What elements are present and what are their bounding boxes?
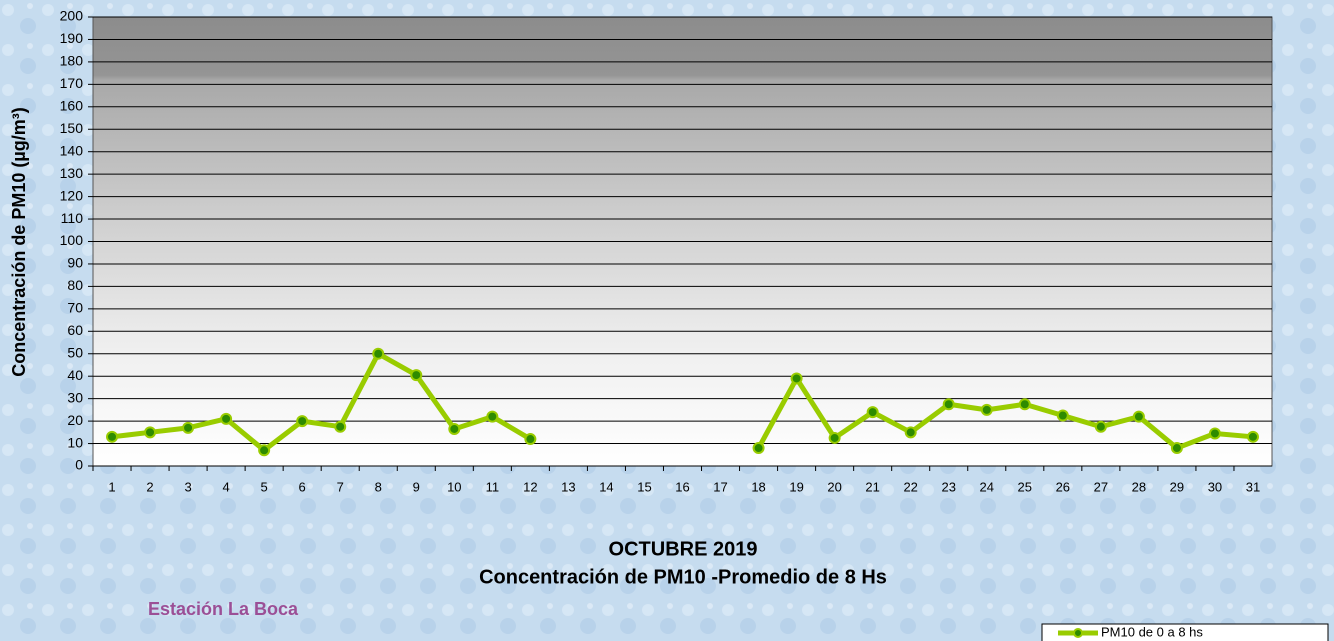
legend-label: PM10 de 0 a 8 hs bbox=[1101, 624, 1203, 639]
x-tick-label: 8 bbox=[375, 479, 382, 494]
data-point bbox=[297, 416, 307, 426]
data-point bbox=[868, 407, 878, 417]
data-point bbox=[487, 412, 497, 422]
y-tick-label: 110 bbox=[61, 210, 84, 226]
x-tick-label: 12 bbox=[523, 479, 537, 494]
x-tick-label: 27 bbox=[1094, 479, 1108, 494]
x-tick-label: 21 bbox=[865, 479, 879, 494]
y-tick-label: 0 bbox=[75, 457, 83, 473]
y-tick-label: 190 bbox=[60, 30, 84, 46]
x-tick-label: 25 bbox=[1018, 479, 1032, 494]
y-tick-label: 200 bbox=[60, 8, 84, 24]
x-tick-label: 29 bbox=[1170, 479, 1184, 494]
x-tick-label: 9 bbox=[413, 479, 420, 494]
x-tick-label: 22 bbox=[903, 479, 917, 494]
data-point bbox=[373, 349, 383, 359]
station-label: Estación La Boca bbox=[148, 599, 299, 619]
y-tick-label: 50 bbox=[67, 344, 83, 360]
chart: Concentración de PM10 (µg/m³) OCTUBRE 20… bbox=[0, 0, 1334, 641]
data-point bbox=[1058, 410, 1068, 420]
y-tick-label: 160 bbox=[60, 98, 84, 114]
y-axis-label: Concentración de PM10 (µg/m³) bbox=[9, 107, 29, 376]
data-point bbox=[145, 427, 155, 437]
y-tick-label: 170 bbox=[60, 75, 84, 91]
chart-title: OCTUBRE 2019 bbox=[609, 538, 758, 560]
x-tick-label: 3 bbox=[184, 479, 191, 494]
y-tick-label: 70 bbox=[67, 300, 83, 316]
data-point bbox=[449, 424, 459, 434]
x-tick-label: 18 bbox=[751, 479, 765, 494]
data-point bbox=[411, 370, 421, 380]
x-tick-label: 28 bbox=[1132, 479, 1146, 494]
x-tick-label: 30 bbox=[1208, 479, 1222, 494]
y-tick-label: 130 bbox=[60, 165, 84, 181]
data-point bbox=[221, 414, 231, 424]
x-tick-label: 13 bbox=[561, 479, 575, 494]
data-point bbox=[754, 443, 764, 453]
data-point bbox=[1248, 432, 1258, 442]
data-point bbox=[259, 445, 269, 455]
data-point bbox=[982, 405, 992, 415]
chart-subtitle: Concentración de PM10 -Promedio de 8 Hs bbox=[479, 566, 887, 588]
data-point bbox=[1210, 428, 1220, 438]
legend-marker bbox=[1074, 629, 1082, 637]
x-tick-label: 1 bbox=[108, 479, 115, 494]
data-point bbox=[1096, 422, 1106, 432]
x-tick-label: 31 bbox=[1246, 479, 1260, 494]
y-tick-label: 150 bbox=[60, 120, 84, 136]
y-tick-label: 140 bbox=[60, 142, 84, 158]
x-tick-label: 4 bbox=[222, 479, 229, 494]
x-tick-label: 15 bbox=[637, 479, 651, 494]
y-tick-label: 90 bbox=[67, 255, 83, 271]
x-tick-label: 5 bbox=[261, 479, 268, 494]
data-point bbox=[906, 427, 916, 437]
x-tick-label: 16 bbox=[675, 479, 689, 494]
x-tick-label: 17 bbox=[713, 479, 727, 494]
y-tick-label: 60 bbox=[67, 322, 83, 338]
y-tick-label: 180 bbox=[60, 53, 84, 69]
x-tick-label: 2 bbox=[146, 479, 153, 494]
data-point bbox=[335, 422, 345, 432]
x-tick-label: 19 bbox=[789, 479, 803, 494]
x-tick-label: 14 bbox=[599, 479, 613, 494]
data-point bbox=[792, 373, 802, 383]
y-tick-label: 20 bbox=[67, 412, 83, 428]
x-tick-label: 23 bbox=[941, 479, 955, 494]
data-point bbox=[1172, 443, 1182, 453]
x-tick-label: 20 bbox=[827, 479, 841, 494]
x-tick-label: 6 bbox=[299, 479, 306, 494]
x-tick-label: 24 bbox=[980, 479, 994, 494]
data-point bbox=[107, 432, 117, 442]
data-point bbox=[183, 423, 193, 433]
y-tick-label: 120 bbox=[60, 187, 84, 203]
y-tick-label: 40 bbox=[67, 367, 83, 383]
data-point bbox=[1134, 412, 1144, 422]
x-tick-label: 10 bbox=[447, 479, 461, 494]
x-tick-label: 11 bbox=[486, 479, 500, 494]
data-point bbox=[944, 399, 954, 409]
y-tick-label: 100 bbox=[60, 232, 84, 248]
x-tick-label: 26 bbox=[1056, 479, 1070, 494]
data-point bbox=[830, 433, 840, 443]
x-tick-label: 7 bbox=[337, 479, 344, 494]
y-tick-label: 80 bbox=[67, 277, 83, 293]
y-tick-label: 10 bbox=[67, 434, 83, 450]
y-tick-label: 30 bbox=[67, 389, 83, 405]
data-point bbox=[1020, 399, 1030, 409]
data-point bbox=[525, 434, 535, 444]
